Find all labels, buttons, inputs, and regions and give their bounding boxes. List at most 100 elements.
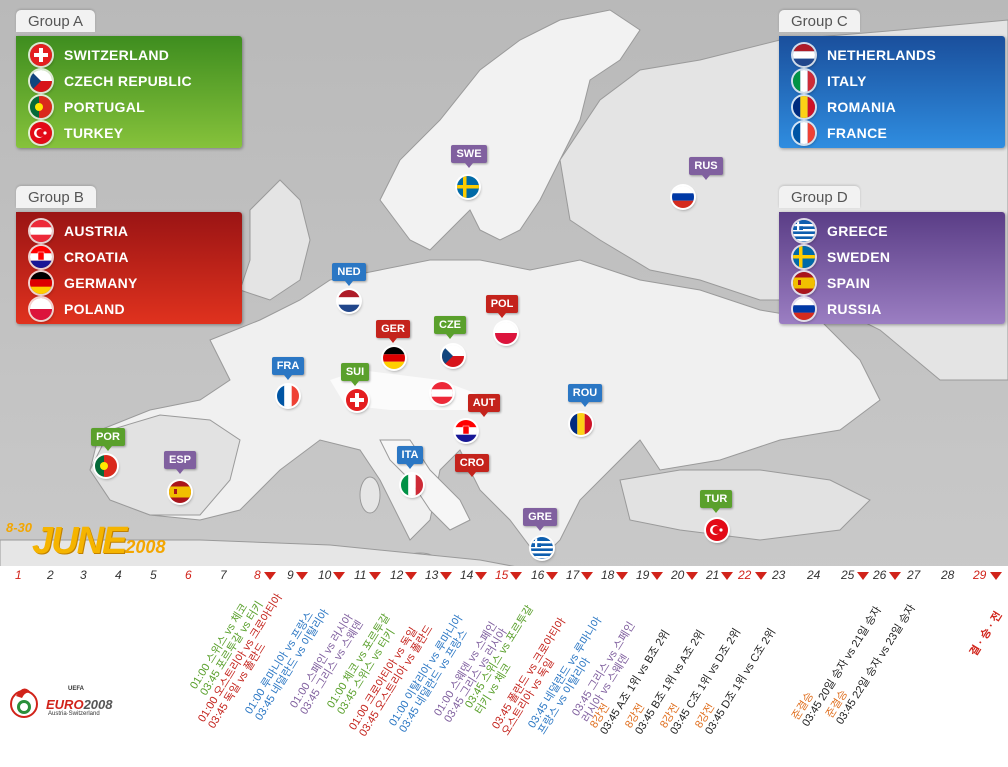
group-c-tab[interactable]: Group C (779, 10, 860, 32)
group-c-panel: NETHERLANDS ITALY ROMANIA FRANCE (779, 36, 1005, 148)
day-29: 29 (973, 568, 987, 582)
team-row-italy[interactable]: ITALY (779, 68, 1005, 94)
day-16: 16 (531, 568, 545, 582)
sweden-flag-icon (793, 246, 815, 268)
marker-ned[interactable]: NED (329, 262, 369, 286)
spain-flag-icon (793, 272, 815, 294)
team-name: SWITZERLAND (64, 47, 170, 63)
team-name: FRANCE (827, 125, 888, 141)
germany-flag-icon (30, 272, 52, 294)
marker-code: TUR (699, 490, 733, 513)
austria-flag-icon (30, 220, 52, 242)
day-14: 14 (460, 568, 474, 582)
day-25: 25 (841, 568, 855, 582)
match-arrow-icon (369, 572, 381, 580)
team-row-sweden[interactable]: SWEDEN (779, 244, 1005, 270)
match-arrow-icon (440, 572, 452, 580)
euro2008-emblem-icon (10, 688, 38, 718)
group-a-tab[interactable]: Group A (16, 10, 96, 32)
match-arrow-icon (581, 572, 593, 580)
day-10: 10 (318, 568, 332, 582)
switzerland-flag-icon[interactable] (346, 389, 368, 411)
marker-tur[interactable]: TUR (696, 489, 736, 513)
team-row-czech-republic[interactable]: CZECH REPUBLIC (16, 68, 242, 94)
match-arrow-icon (616, 572, 628, 580)
day-number-row: 1 2 3 4 5 6 7 8 9 10 11 12 13 14 15 16 1… (0, 568, 1008, 586)
team-row-spain[interactable]: SPAIN (779, 270, 1005, 296)
day-28: 28 (941, 568, 955, 582)
team-name: ITALY (827, 73, 867, 89)
match-arrow-icon (405, 572, 417, 580)
team-row-greece[interactable]: GREECE (779, 218, 1005, 244)
group-d-panel: GREECE SWEDEN SPAIN RUSSIA (779, 212, 1005, 324)
day-18: 18 (601, 568, 615, 582)
marker-fra[interactable]: FRA (268, 356, 308, 380)
team-name: SWEDEN (827, 249, 891, 265)
marker-swe[interactable]: SWE (449, 144, 489, 168)
group-d-tab[interactable]: Group D (779, 186, 860, 208)
match-arrow-icon (333, 572, 345, 580)
group-b-panel: AUSTRIA CROATIA GERMANY POLAND (16, 212, 242, 324)
poland-flag-icon[interactable] (495, 322, 517, 344)
marker-cze[interactable]: CZE (430, 315, 470, 339)
team-row-netherlands[interactable]: NETHERLANDS (779, 42, 1005, 68)
team-row-russia[interactable]: RUSSIA (779, 296, 1005, 322)
marker-aut[interactable]: AUT (464, 393, 504, 417)
turkey-flag-icon[interactable] (706, 519, 728, 541)
czech-flag-icon[interactable] (442, 345, 464, 367)
italy-flag-icon[interactable] (401, 474, 423, 496)
marker-por[interactable]: POR (88, 427, 128, 451)
team-row-croatia[interactable]: CROATIA (16, 244, 242, 270)
match-arrow-icon (721, 572, 733, 580)
austria-flag-icon[interactable] (431, 382, 453, 404)
romania-flag-icon[interactable] (570, 413, 592, 435)
team-row-austria[interactable]: AUSTRIA (16, 218, 242, 244)
marker-esp[interactable]: ESP (160, 450, 200, 474)
france-flag-icon (793, 122, 815, 144)
match-arrow-icon (264, 572, 276, 580)
marker-sui[interactable]: SUI (335, 362, 375, 386)
netherlands-flag-icon[interactable] (338, 290, 360, 312)
team-row-portugal[interactable]: PORTUGAL (16, 94, 242, 120)
portugal-flag-icon[interactable] (95, 455, 117, 477)
team-row-turkey[interactable]: TURKEY (16, 120, 242, 146)
group-b-tab[interactable]: Group B (16, 186, 96, 208)
marker-cro[interactable]: CRO (452, 453, 492, 477)
team-row-germany[interactable]: GERMANY (16, 270, 242, 296)
marker-code: ESP (163, 451, 196, 474)
day-9: 9 (287, 568, 294, 582)
marker-ita[interactable]: ITA (390, 445, 430, 469)
team-row-switzerland[interactable]: SWITZERLAND (16, 42, 242, 68)
team-name: POLAND (64, 301, 125, 317)
marker-pol[interactable]: POL (482, 294, 522, 318)
marker-code: FRA (271, 357, 305, 380)
spain-flag-icon[interactable] (169, 481, 191, 503)
marker-rou[interactable]: ROU (565, 383, 605, 407)
team-name: GERMANY (64, 275, 138, 291)
match-arrow-icon (857, 572, 869, 580)
team-row-france[interactable]: FRANCE (779, 120, 1005, 146)
croatia-flag-icon[interactable] (455, 420, 477, 442)
marker-rus[interactable]: RUS (686, 156, 726, 180)
day-26: 26 (873, 568, 887, 582)
day-15: 15 (495, 568, 509, 582)
marker-code: SUI (340, 363, 370, 386)
marker-ger[interactable]: GER (373, 319, 413, 343)
team-name: TURKEY (64, 125, 124, 141)
day-13: 13 (425, 568, 439, 582)
greece-flag-icon[interactable] (531, 537, 553, 559)
logo-hosts: Austria·Switzerland (48, 711, 100, 717)
marker-code: CZE (434, 316, 466, 339)
marker-code: GRE (523, 508, 557, 531)
russia-flag-icon[interactable] (672, 186, 694, 208)
marker-gre[interactable]: GRE (520, 507, 560, 531)
france-flag-icon[interactable] (277, 385, 299, 407)
day-8: 8 (254, 568, 261, 582)
team-row-poland[interactable]: POLAND (16, 296, 242, 322)
team-row-romania[interactable]: ROMANIA (779, 94, 1005, 120)
day-4: 4 (115, 568, 122, 582)
sweden-flag-icon[interactable] (457, 176, 479, 198)
day-17: 17 (566, 568, 580, 582)
day-1: 1 (15, 568, 22, 582)
germany-flag-icon[interactable] (383, 347, 405, 369)
